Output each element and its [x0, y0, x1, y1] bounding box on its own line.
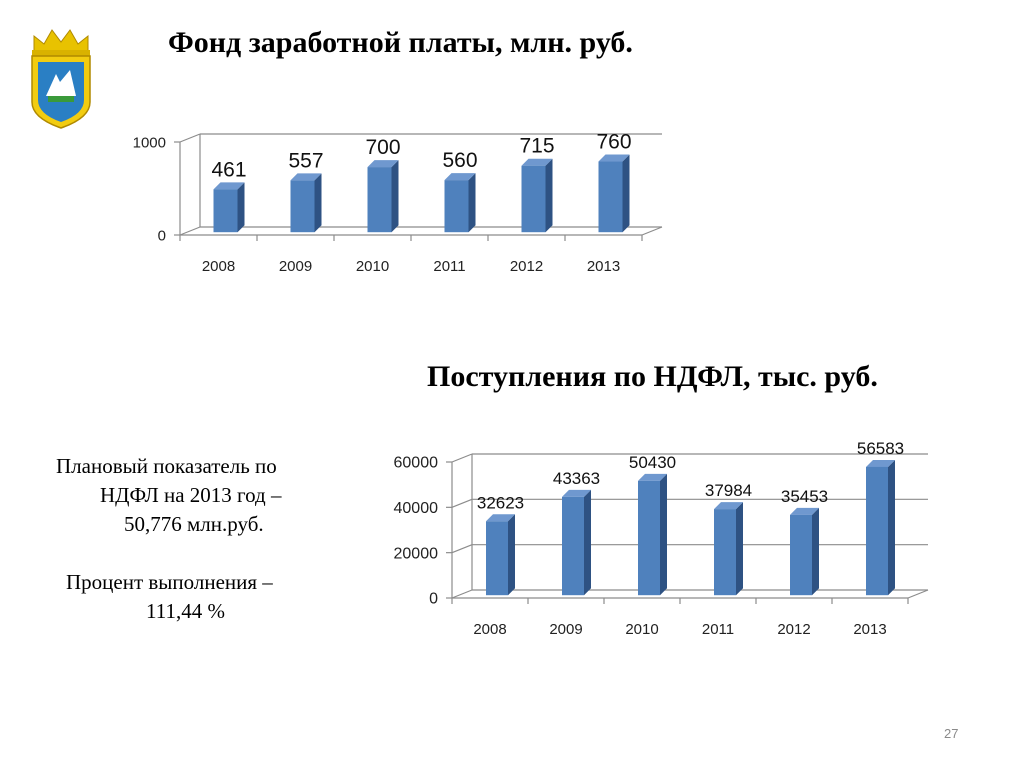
bar — [866, 466, 888, 596]
gridline-diagonal — [179, 226, 201, 236]
bar-side — [584, 489, 591, 596]
x-tick-label: 2011 — [702, 621, 734, 638]
gridline-diagonal — [451, 498, 473, 508]
bar-top — [638, 473, 667, 481]
completion-note-line: Процент выполнения – — [66, 570, 273, 594]
data-label: 700 — [365, 136, 400, 159]
bar-top — [562, 489, 591, 497]
bar — [213, 189, 238, 233]
data-label: 760 — [596, 131, 631, 154]
bar-top — [714, 502, 743, 510]
bar-top — [521, 158, 553, 166]
completion-note-line: 111,44 % — [146, 599, 225, 623]
y-tick-label: 1000 — [133, 134, 166, 151]
bar-side — [314, 173, 322, 233]
bar — [790, 514, 812, 596]
data-label: 32623 — [477, 493, 524, 512]
bar-side — [468, 173, 476, 233]
x-tick-label: 2009 — [279, 258, 312, 275]
bar — [367, 167, 392, 233]
x-tick-label: 2011 — [433, 258, 465, 275]
ndfl-chart-title: Поступления по НДФЛ, тыс. руб. — [427, 360, 878, 393]
gridline-diagonal — [451, 453, 473, 463]
plan-note: Плановый показатель по НДФЛ на 2013 год … — [48, 452, 348, 626]
bar-side — [812, 507, 819, 596]
y-tick-label: 0 — [158, 227, 166, 244]
y-tick-label: 40000 — [394, 500, 439, 517]
bar-side — [622, 154, 630, 233]
bar — [486, 521, 508, 596]
y-tick-label: 60000 — [394, 455, 439, 472]
y-tick-label: 0 — [429, 591, 438, 608]
ndfl-bar-chart: 0 20000 40000 60000 32623 2008 43363 2009 50430 2… — [394, 439, 929, 638]
bar — [638, 480, 660, 596]
data-label: 461 — [211, 158, 246, 181]
bar-side — [508, 514, 515, 596]
data-label: 50430 — [629, 453, 676, 472]
data-label: 715 — [519, 135, 554, 158]
x-tick-label: 2012 — [510, 258, 543, 275]
gridline-diagonal — [179, 133, 201, 143]
x-tick-label: 2010 — [356, 258, 389, 275]
bar — [562, 496, 584, 596]
y-tick-label: 20000 — [394, 545, 439, 562]
bar — [521, 165, 546, 233]
x-tick-label: 2008 — [202, 258, 235, 275]
bar-side — [660, 473, 667, 596]
coat-of-arms-icon — [31, 29, 91, 129]
bar-top — [866, 459, 895, 467]
bar-side — [237, 182, 245, 233]
data-label: 560 — [442, 149, 477, 172]
bar-top — [367, 160, 399, 168]
bar — [444, 180, 469, 233]
x-tick-label: 2010 — [625, 621, 658, 638]
plan-note-line: Плановый показатель по — [56, 454, 277, 478]
x-tick-label: 2008 — [473, 621, 506, 638]
bar-side — [545, 158, 553, 233]
bar-top — [790, 507, 819, 515]
bar-top — [213, 182, 245, 190]
plan-note-line: 50,776 млн.руб. — [124, 512, 264, 536]
data-label: 35453 — [781, 487, 828, 506]
bar — [598, 161, 623, 233]
bar-top — [598, 154, 630, 162]
floor-edge — [907, 589, 929, 599]
bar-top — [486, 514, 515, 522]
x-tick-label: 2009 — [549, 621, 582, 638]
bar-top — [290, 173, 322, 181]
bar-side — [888, 459, 895, 596]
x-tick-label: 2013 — [853, 621, 886, 638]
data-label: 557 — [288, 149, 323, 172]
bar — [290, 180, 315, 233]
bar — [714, 509, 736, 596]
data-label: 43363 — [553, 469, 600, 488]
plan-note-line: НДФЛ на 2013 год – — [100, 483, 282, 507]
bar-side — [391, 160, 399, 233]
gridline-diagonal — [451, 544, 473, 554]
data-label: 56583 — [857, 439, 904, 458]
bar-side — [736, 502, 743, 596]
fund-bar-chart: 0 1000 461 2008 557 2009 700 2010 560 2011 715 2012… — [133, 131, 663, 275]
floor-edge — [641, 226, 663, 236]
data-label: 37984 — [705, 481, 752, 500]
x-tick-label: 2012 — [777, 621, 810, 638]
x-tick-label: 2013 — [587, 258, 620, 275]
page-number: 27 — [944, 726, 959, 741]
fund-chart-title: Фонд заработной платы, млн. руб. — [168, 26, 633, 59]
gridline-diagonal — [451, 589, 473, 599]
bar-top — [444, 173, 476, 181]
